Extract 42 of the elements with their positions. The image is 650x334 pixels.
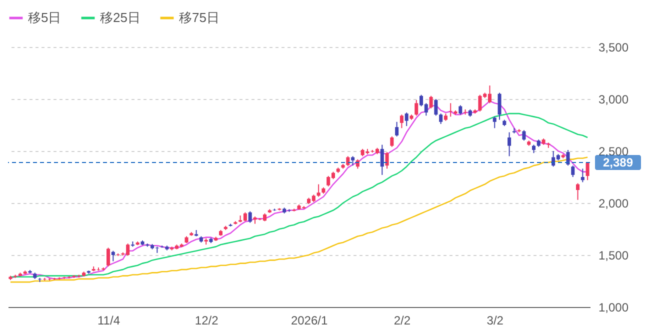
x-tick-label: 3/2 xyxy=(486,314,504,328)
candlestick xyxy=(111,250,115,262)
candlestick xyxy=(522,130,526,142)
candlestick xyxy=(351,156,355,166)
ref-line-label: 2,389 xyxy=(602,156,634,170)
candlestick xyxy=(492,116,496,129)
candlestick xyxy=(400,114,404,129)
candlestick xyxy=(508,132,512,157)
candlestick xyxy=(414,100,418,116)
candlestick xyxy=(448,102,452,118)
x-tick-label: 2/2 xyxy=(394,314,411,328)
candlestick xyxy=(576,182,580,200)
x-tick-label: 11/4 xyxy=(98,314,120,328)
legend-label: 移5日 xyxy=(28,10,62,25)
candlestick xyxy=(248,210,252,224)
candlestick xyxy=(586,162,590,181)
y-tick-label: 3,500 xyxy=(598,40,629,54)
candlestick xyxy=(106,247,110,267)
legend-label: 移25日 xyxy=(100,10,140,25)
candlestick xyxy=(390,136,394,148)
candlestick xyxy=(380,144,384,176)
candlestick xyxy=(395,121,399,137)
candlestick xyxy=(316,184,320,198)
candlestick xyxy=(429,95,433,109)
candlestick xyxy=(566,149,570,166)
candlestick xyxy=(458,104,462,116)
x-tick-label: 12/2 xyxy=(194,314,219,328)
candlestick xyxy=(498,92,502,120)
y-tick-label: 1,000 xyxy=(598,300,629,314)
y-tick-label: 1,500 xyxy=(598,248,629,262)
candlestick xyxy=(346,156,350,167)
legend-label: 移75日 xyxy=(179,10,220,25)
candlestick xyxy=(434,98,438,116)
y-tick-label: 2,000 xyxy=(598,196,629,210)
x-tick-label: 2026/1 xyxy=(290,314,328,328)
y-tick-label: 2,500 xyxy=(598,144,629,158)
candlestick xyxy=(439,113,443,124)
candlestick xyxy=(404,112,408,127)
candlestick xyxy=(580,168,584,183)
y-tick-label: 3,000 xyxy=(598,92,629,106)
candlestick xyxy=(385,152,389,170)
candlestick xyxy=(571,165,575,178)
